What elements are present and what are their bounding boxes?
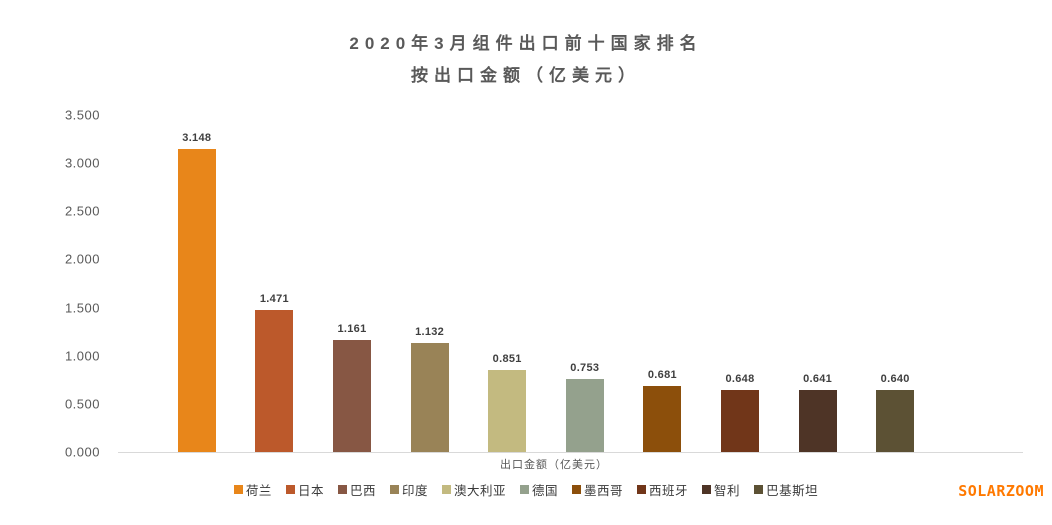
bar-荷兰 xyxy=(177,148,216,452)
legend-swatch-icon xyxy=(389,485,399,494)
brand-logo: SOLARZOOM xyxy=(958,482,1044,500)
legend-swatch-icon xyxy=(702,485,712,494)
legend-swatch-icon xyxy=(233,485,243,494)
bar-value-label: 0.648 xyxy=(725,372,755,385)
bar-value-label: 3.148 xyxy=(182,131,212,144)
bar-德国 xyxy=(565,379,604,452)
legend-label: 日本 xyxy=(297,484,324,498)
bar-巴基斯坦 xyxy=(876,390,915,452)
bar-智利 xyxy=(798,390,837,452)
legend-swatch-icon xyxy=(337,485,347,494)
legend-label: 巴基斯坦 xyxy=(766,484,819,498)
legend-swatch-icon xyxy=(754,485,764,494)
bar-墨西哥 xyxy=(643,386,682,452)
bar-value-label: 0.681 xyxy=(647,369,677,382)
legend-item-荷兰: 荷兰 xyxy=(233,480,272,499)
bar-value-label: 1.471 xyxy=(259,293,289,306)
x-axis-line xyxy=(118,452,1023,453)
bar-value-label: 0.640 xyxy=(880,373,910,386)
legend-item-西班牙: 西班牙 xyxy=(637,480,688,499)
y-axis-tick-label: 2.500 xyxy=(64,203,100,219)
legend-swatch-icon xyxy=(285,485,295,494)
chart-title-line1: 2020年3月组件出口前十国家排名 xyxy=(349,34,703,53)
bar-value-label: 1.132 xyxy=(415,326,445,338)
y-axis-tick-label: 1.500 xyxy=(64,300,100,316)
chart-title-line2: 按出口金额（亿美元） xyxy=(411,66,641,85)
y-axis-tick-label: 1.000 xyxy=(64,348,100,364)
legend-swatch-icon xyxy=(572,485,582,494)
legend-swatch-icon xyxy=(637,485,647,494)
bar-印度 xyxy=(410,343,449,452)
y-axis-tick-label: 0.000 xyxy=(64,444,100,460)
bar-澳大利亚 xyxy=(488,370,527,452)
legend-item-巴西: 巴西 xyxy=(337,480,376,499)
legend-item-巴基斯坦: 巴基斯坦 xyxy=(754,480,818,499)
legend-item-墨西哥: 墨西哥 xyxy=(572,480,623,499)
chart-title: 2020年3月组件出口前十国家排名 按出口金额（亿美元） xyxy=(0,28,1052,92)
legend-item-日本: 日本 xyxy=(285,480,324,499)
legend-item-德国: 德国 xyxy=(520,480,558,499)
bar-value-label: 0.851 xyxy=(492,353,522,366)
legend-label: 智利 xyxy=(714,484,741,498)
legend-item-澳大利亚: 澳大利亚 xyxy=(441,480,506,499)
legend-swatch-icon xyxy=(520,485,529,494)
x-axis-label: 出口金额（亿美元） xyxy=(500,459,608,471)
legend-label: 西班牙 xyxy=(649,484,689,498)
y-axis-tick-label: 3.500 xyxy=(64,107,100,123)
bar-value-label: 1.161 xyxy=(337,323,367,336)
y-axis-tick-label: 2.000 xyxy=(64,251,100,267)
bar-value-label: 0.641 xyxy=(803,373,833,386)
legend-item-印度: 印度 xyxy=(389,480,428,499)
legend-label: 澳大利亚 xyxy=(453,484,506,498)
legend: 荷兰 日本 巴西 印度 澳大利亚 德国 墨西哥 西班牙 智利 巴基斯坦 xyxy=(0,480,1052,499)
bar-value-label: 0.753 xyxy=(570,362,600,375)
bar-西班牙 xyxy=(721,389,759,452)
legend-swatch-icon xyxy=(441,485,451,494)
bar-日本 xyxy=(255,310,294,452)
legend-label: 德国 xyxy=(532,484,559,498)
bar-巴西 xyxy=(333,340,371,452)
y-axis-tick-label: 3.000 xyxy=(64,155,100,171)
legend-item-智利: 智利 xyxy=(702,480,740,499)
legend-label: 荷兰 xyxy=(245,484,272,498)
legend-label: 巴西 xyxy=(349,484,376,498)
y-axis-tick-label: 0.500 xyxy=(64,396,100,412)
legend-label: 墨西哥 xyxy=(584,484,624,498)
legend-label: 印度 xyxy=(401,484,428,498)
